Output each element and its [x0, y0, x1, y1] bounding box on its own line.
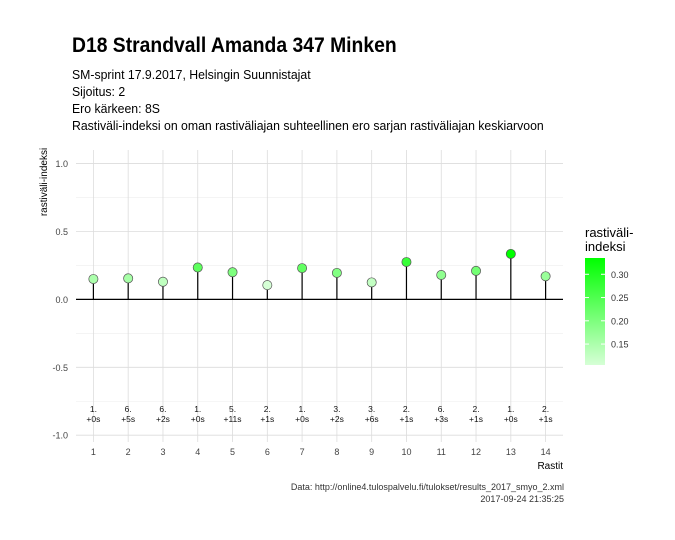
legend-tick-label: 0.20	[611, 316, 629, 326]
color-legend: rastiväli- indeksi 0.15 0.20 0.25 0.30	[585, 225, 633, 365]
chart-caption: Data: http://online4.tulospalvelu.fi/tul…	[291, 481, 564, 505]
y-tick-label: 1.0	[55, 159, 68, 169]
lollipop-point	[123, 273, 134, 284]
rank-label: 6.	[159, 404, 166, 414]
rank-label: 1.	[90, 404, 97, 414]
y-tick-label: -1.0	[52, 431, 68, 441]
rank-label: 6.	[125, 404, 132, 414]
time-diff-label: +1s	[539, 414, 553, 424]
x-tick-label: 5	[230, 447, 235, 457]
lollipop-point	[158, 276, 168, 287]
lollipop-point	[192, 262, 203, 273]
time-diff-label: +2s	[330, 414, 344, 424]
x-tick-label: 2	[126, 447, 131, 457]
lollipop-point	[471, 265, 481, 276]
x-tick-label: 1	[91, 447, 96, 457]
x-tick-label: 8	[334, 447, 339, 457]
time-diff-label: +3s	[434, 414, 448, 424]
legend-title-line-2: indeksi	[585, 239, 626, 254]
x-tick-label: 12	[471, 447, 481, 457]
time-diff-label: +11s	[224, 414, 242, 424]
subtitle-line-placement: Sijoitus: 2	[72, 84, 126, 99]
y-tick-label: 0.0	[55, 295, 68, 305]
axes: -1.0-0.50.00.51.01 2 3 4 5 6 7 8 9 10 11 12 13 14	[52, 159, 563, 457]
time-diff-label: +6s	[365, 414, 379, 424]
rank-label: 1.	[194, 404, 201, 414]
x-tick-label: 6	[265, 447, 270, 457]
y-tick-label: 0.5	[55, 227, 68, 237]
chart-subtitle: SM-sprint 17.9.2017, Helsingin Suunnista…	[72, 66, 544, 134]
y-axis-title: rastiväli-indeksi	[39, 148, 50, 216]
time-diff-label: +1s	[469, 414, 483, 424]
time-diff-label: +1s	[260, 414, 274, 424]
chart-title: D18 Strandvall Amanda 347 Minken	[72, 34, 397, 57]
lollipop-point	[297, 263, 308, 274]
lollipop-point	[88, 274, 99, 284]
legend-tick-label: 0.15	[611, 340, 629, 350]
time-diff-label: +2s	[156, 414, 170, 424]
rank-label: 2.	[264, 404, 271, 414]
legend-tick-label: 0.25	[611, 293, 629, 303]
rank-label: 3.	[368, 404, 375, 414]
x-tick-label: 11	[437, 447, 446, 457]
grid	[76, 150, 563, 442]
legend-title-line-1: rastiväli-	[585, 225, 633, 240]
x-tick-label: 10	[401, 447, 411, 457]
lollipop-point	[540, 271, 551, 282]
lollipop-point	[401, 257, 412, 267]
time-diff-label: +0s	[191, 414, 205, 424]
x-tick-label: 14	[541, 447, 551, 457]
rank-label: 1.	[507, 404, 514, 414]
data-source-text: Data: http://online4.tulospalvelu.fi/tul…	[290, 482, 564, 492]
data-marks	[88, 248, 551, 300]
time-diff-label: +0s	[86, 414, 100, 424]
time-diff-label: +1s	[399, 414, 413, 424]
x-tick-label: 9	[369, 447, 374, 457]
x-axis-title: Rastit	[537, 461, 563, 472]
x-tick-label: 3	[160, 447, 165, 457]
subtitle-line-gap: Ero kärkeen: 8S	[72, 101, 160, 116]
rank-label: 6.	[438, 404, 445, 414]
lollipop-point	[436, 269, 447, 280]
subtitle-line-event: SM-sprint 17.9.2017, Helsingin Suunnista…	[72, 67, 311, 82]
x-tick-label: 4	[195, 447, 200, 457]
lollipop-point	[505, 248, 516, 259]
rank-label: 5.	[229, 404, 236, 414]
rank-label: 2.	[472, 404, 479, 414]
point-labels: 1.+0s6.+5s6.+2s1.+0s5.+11s2.+1s1.+0s3.+2…	[86, 404, 552, 424]
lollipop-point	[366, 277, 377, 288]
rank-label: 1.	[299, 404, 306, 414]
x-tick-label: 13	[506, 447, 516, 457]
time-diff-label: +5s	[121, 414, 135, 424]
rank-label: 2.	[403, 404, 410, 414]
time-diff-label: +0s	[504, 414, 518, 424]
generated-timestamp: 2017-09-24 21:35:25	[480, 494, 564, 504]
x-tick-label: 7	[300, 447, 305, 457]
y-tick-label: -0.5	[52, 363, 68, 373]
lollipop-point	[331, 267, 342, 278]
rank-label: 2.	[542, 404, 549, 414]
legend-tick-label: 0.30	[611, 270, 629, 280]
lollipop-point	[227, 267, 238, 278]
lollipop-point	[262, 280, 273, 291]
legend-colorbar	[585, 258, 605, 365]
subtitle-line-description: Rastiväli-indeksi on oman rastiväliajan …	[72, 118, 544, 133]
rank-label: 3.	[333, 404, 340, 414]
time-diff-label: +0s	[295, 414, 309, 424]
